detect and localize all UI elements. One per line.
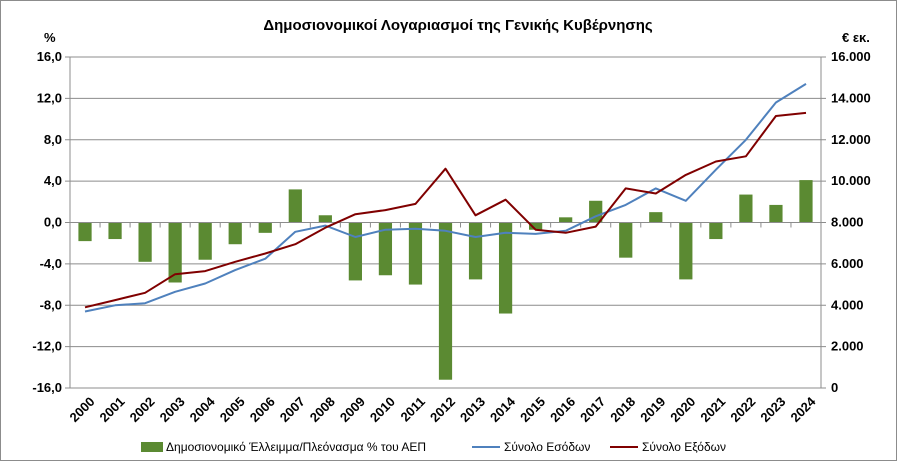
x-tick-label: 2003	[157, 394, 188, 425]
x-tick-label: 2004	[187, 393, 219, 425]
deficit-bar-2009	[348, 222, 362, 281]
right-tick-label: 12.000	[831, 132, 871, 147]
deficit-bar-2023	[769, 204, 783, 223]
deficit-bar-2020	[679, 222, 693, 280]
x-tick-label: 2008	[307, 394, 338, 425]
revenue-line	[84, 83, 807, 313]
deficit-bar-2006	[258, 222, 272, 233]
x-tick-label: 2015	[517, 394, 548, 425]
right-tick-label: 4.000	[831, 297, 864, 312]
right-tick-label: 10.000	[831, 173, 871, 188]
left-tick-label: -16,0	[32, 380, 62, 395]
right-axis-unit: € εκ.	[842, 30, 870, 45]
legend-bar-swatch	[141, 442, 163, 452]
x-tick-label: 2017	[577, 394, 608, 425]
legend-label: Σύνολο Εσόδων	[504, 440, 590, 454]
right-tick-label: 8.000	[831, 215, 864, 230]
x-tick-label: 2000	[67, 394, 98, 425]
right-tick-label: 16.000	[831, 49, 871, 64]
legend: Δημοσιονομικό Έλλειμμα/Πλεόνασμα % του Α…	[141, 440, 726, 454]
x-tick-label: 2020	[667, 394, 698, 425]
left-tick-label: 0,0	[44, 215, 62, 230]
deficit-bar-2015	[529, 222, 543, 230]
left-tick-label: 16,0	[37, 49, 62, 64]
right-tick-label: 2.000	[831, 339, 864, 354]
left-tick-label: 4,0	[44, 173, 62, 188]
x-tick-label: 2012	[427, 394, 458, 425]
x-tick-label: 2024	[787, 393, 819, 425]
left-axis-unit: %	[44, 30, 56, 45]
line-series	[84, 83, 807, 313]
bar-series	[78, 180, 813, 380]
deficit-bar-2007	[288, 189, 302, 223]
x-tick-label: 2009	[337, 394, 368, 425]
deficit-bar-2013	[468, 222, 483, 280]
deficit-bar-2000	[78, 222, 92, 242]
left-tick-labels: 16,0 12,0 8,0 4,0 0,0 -4,0 -8,0 -12,0 -16,0	[32, 49, 62, 395]
deficit-bar-2003	[168, 222, 182, 283]
right-tick-label: 14.000	[831, 90, 871, 105]
x-tick-label: 2013	[457, 394, 488, 425]
deficit-bar-2012	[438, 222, 453, 380]
x-tick-label: 2023	[757, 394, 788, 425]
x-tick-label: 2001	[97, 394, 128, 425]
deficit-bar-2008	[318, 215, 332, 223]
deficit-bar-2005	[228, 222, 242, 245]
deficit-bar-2022	[739, 194, 753, 223]
x-tick-label: 2010	[367, 394, 398, 425]
legend-label: Δημοσιονομικό Έλλειμμα/Πλεόνασμα % του Α…	[166, 440, 426, 454]
x-tick-label: 2011	[397, 394, 428, 425]
chart-title: Δημοσιονομικοί Λογαριασμοί της Γενικής Κ…	[263, 17, 653, 34]
x-tick-label: 2005	[217, 394, 248, 425]
deficit-bar-2002	[138, 222, 152, 262]
deficit-bar-2021	[709, 222, 723, 240]
x-tick-label: 2021	[697, 394, 728, 425]
right-tick-label: 6.000	[831, 256, 864, 271]
deficit-bar-2004	[198, 222, 212, 260]
x-tick-label: 2006	[247, 394, 278, 425]
deficit-bar-2024	[799, 180, 813, 223]
x-tick-label: 2016	[547, 394, 578, 425]
x-tick-label: 2022	[727, 394, 758, 425]
x-tick-label: 2018	[607, 394, 638, 425]
x-tick-label: 2007	[277, 394, 308, 425]
right-tick-labels: 16.000 14.000 12.000 10.000 8.000 6.000 4.000 2…	[831, 49, 871, 395]
right-tick-label: 0	[831, 380, 838, 395]
deficit-bar-2010	[378, 222, 393, 276]
x-tick-label: 2019	[637, 394, 668, 425]
deficit-bar-2011	[408, 222, 423, 285]
deficit-bar-2019	[649, 212, 663, 223]
x-tick-label: 2014	[487, 393, 519, 425]
deficit-bar-2016	[559, 217, 573, 223]
deficit-bar-2001	[108, 222, 122, 240]
axes	[69, 57, 822, 388]
legend-label: Σύνολο Εξόδων	[642, 440, 726, 454]
left-tick-label: 8,0	[44, 132, 62, 147]
expenditure-line	[84, 111, 807, 309]
x-tick-label: 2002	[127, 394, 158, 425]
left-tick-label: -4,0	[40, 256, 62, 271]
left-tick-label: -12,0	[32, 339, 62, 354]
deficit-bar-2018	[619, 222, 633, 258]
left-tick-label: -8,0	[40, 297, 62, 312]
x-tick-labels: 2000200120022003200420052006200720082009…	[67, 393, 820, 425]
left-tick-label: 12,0	[37, 90, 62, 105]
deficit-bar-2014	[498, 222, 513, 314]
